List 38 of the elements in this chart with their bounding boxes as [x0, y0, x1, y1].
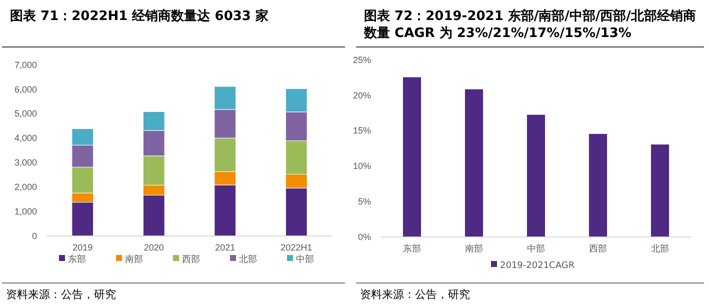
y-tick-label: 6,000 [14, 84, 37, 94]
x-tick-label: 西部 [589, 243, 607, 254]
y-tick-label: 20% [352, 90, 371, 100]
y-tick-label: 5,000 [14, 108, 37, 119]
bar [588, 133, 608, 238]
legend-label: 南部 [125, 254, 143, 265]
x-tick-label: 2020 [144, 242, 164, 252]
legend-label: 2019-2021CAGR [500, 261, 575, 271]
legend-label: 中部 [296, 254, 314, 265]
y-tick-label: 3,000 [14, 158, 37, 168]
y-tick-label: 2,000 [14, 182, 37, 192]
y-tick-label: 5% [358, 196, 371, 206]
y-tick-label: 4,000 [14, 133, 37, 144]
legend-label: 西部 [182, 254, 200, 265]
y-tick-label: 1,000 [14, 206, 37, 216]
chart-title: 图表 71：2022H1 经销商数量达 6033 家 [10, 8, 268, 24]
y-tick-label: 10% [352, 161, 371, 172]
y-tick-label: 15% [352, 126, 371, 136]
bar [402, 76, 422, 238]
x-tick-label: 东部 [403, 243, 421, 254]
chart-title: 图表 72：2019-2021 东部/南部/中部/西部/北部经销商数量 CAGR 为 23%/21%/17%/15%/13% [363, 8, 696, 41]
x-tick-label: 2022H1 [280, 242, 312, 252]
y-tick-label: 25% [352, 54, 371, 65]
x-tick-label: 中部 [527, 243, 545, 254]
y-tick-label: 0% [358, 232, 371, 242]
legend-label: 北部 [239, 254, 257, 265]
x-tick-label: 2021 [215, 242, 236, 252]
bar [526, 114, 546, 238]
y-tick-label: 7,000 [14, 60, 37, 70]
x-tick-label: 北部 [651, 243, 669, 254]
x-tick-label: 2019 [72, 242, 93, 252]
x-tick-label: 南部 [465, 243, 483, 254]
text: 资料来源：公告，研究 [360, 288, 470, 301]
bar [464, 88, 484, 238]
text: 资料来源：公告，研究 [6, 288, 116, 301]
y-tick-label: 0 [32, 230, 37, 241]
bar [650, 144, 670, 238]
legend-label: 东部 [68, 254, 86, 265]
